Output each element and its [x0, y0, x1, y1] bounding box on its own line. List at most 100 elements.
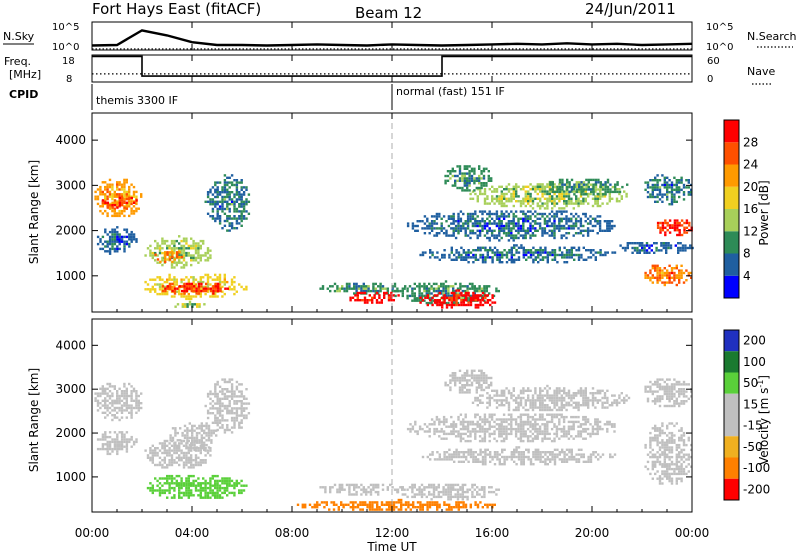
power-cell — [464, 229, 467, 232]
velocity-cell — [228, 412, 231, 415]
power-cell — [563, 256, 566, 259]
power-cell — [578, 190, 581, 194]
power-cell — [440, 229, 443, 232]
power-cell — [609, 183, 612, 186]
power-cell — [450, 299, 453, 302]
velocity-cell — [146, 456, 150, 459]
power-cell — [161, 251, 164, 255]
power-cell — [599, 188, 602, 191]
velocity-cell — [442, 486, 445, 489]
velocity-cell — [613, 430, 616, 433]
power-cell — [425, 285, 428, 288]
power-cell — [500, 197, 503, 200]
velocity-cell — [233, 486, 236, 490]
velocity-cell — [233, 484, 236, 487]
velocity-cell — [190, 491, 193, 495]
power-cell — [596, 232, 599, 235]
power-cell — [484, 261, 487, 264]
power-cell — [577, 256, 581, 259]
velocity-cell — [187, 491, 190, 495]
velocity-cell — [507, 413, 511, 416]
velocity-cell — [435, 418, 439, 421]
power-cell — [106, 197, 109, 201]
power-cell — [592, 249, 595, 252]
velocity-cell — [209, 392, 212, 396]
velocity-cell — [173, 486, 176, 490]
velocity-cell — [228, 400, 231, 403]
power-cell — [685, 231, 689, 234]
velocity-cell — [449, 498, 452, 501]
velocity-cell — [240, 419, 243, 422]
power-cell — [187, 247, 190, 250]
power-cell — [485, 285, 488, 288]
velocity-cell — [218, 400, 222, 403]
velocity-cell — [245, 484, 248, 487]
velocity-cell — [362, 490, 365, 494]
power-cell — [498, 234, 501, 237]
power-cell — [188, 303, 192, 306]
velocity-cell — [173, 482, 176, 485]
power-cell — [390, 296, 393, 299]
power-cell — [104, 245, 107, 248]
power-cell — [459, 297, 462, 300]
velocity-cell — [519, 430, 523, 433]
power-cell — [512, 220, 515, 223]
power-cell — [464, 222, 467, 225]
velocity-cell — [238, 414, 241, 417]
power-cell — [513, 261, 516, 264]
velocity-cell — [166, 474, 169, 478]
power-cell — [507, 190, 511, 193]
power-cell — [479, 256, 482, 259]
velocity-cell — [592, 453, 595, 456]
power-cell — [108, 240, 112, 243]
power-cell — [594, 224, 597, 228]
power-cell — [416, 224, 419, 228]
velocity-cell — [209, 454, 212, 457]
power-cell — [374, 289, 377, 293]
velocity-cell — [226, 404, 229, 408]
power-cell — [676, 233, 679, 237]
power-cell — [541, 212, 544, 216]
velocity-cell — [240, 479, 243, 483]
power-cell — [173, 287, 177, 290]
power-cell — [538, 227, 542, 230]
power-cell — [589, 249, 593, 252]
power-cell — [211, 193, 215, 196]
power-cell — [498, 258, 501, 261]
power-cell — [519, 210, 523, 213]
velocity-cell — [223, 419, 227, 422]
power-cell — [481, 303, 485, 307]
power-cell — [524, 190, 527, 193]
power-cell — [123, 178, 126, 182]
power-cell — [362, 285, 365, 288]
velocity-cell — [400, 501, 403, 504]
power-cell — [614, 188, 617, 191]
velocity-cell — [216, 412, 219, 415]
power-cell — [445, 303, 449, 307]
power-cell — [448, 303, 451, 307]
power-cell — [548, 185, 551, 188]
power-cell — [498, 239, 501, 242]
power-cell — [235, 186, 239, 189]
power-cell — [240, 186, 243, 189]
velocity-cell — [228, 482, 231, 485]
velocity-cell — [123, 409, 126, 412]
velocity-cell — [226, 426, 229, 429]
power-cell — [221, 200, 224, 203]
power-cell — [685, 221, 689, 225]
power-cell — [657, 249, 661, 252]
power-cell — [641, 244, 644, 247]
power-cell — [399, 289, 402, 293]
power-cell — [456, 287, 460, 290]
power-cell — [467, 301, 470, 304]
power-cell — [464, 220, 467, 223]
velocity-cell — [374, 490, 377, 494]
velocity-cell — [471, 423, 475, 426]
velocity-cell — [210, 439, 213, 442]
velocity-cell — [323, 501, 326, 504]
power-cell — [537, 261, 540, 264]
power-cell — [636, 249, 639, 252]
power-cell — [519, 200, 523, 203]
power-cell — [116, 233, 119, 236]
power-cell — [673, 271, 676, 275]
